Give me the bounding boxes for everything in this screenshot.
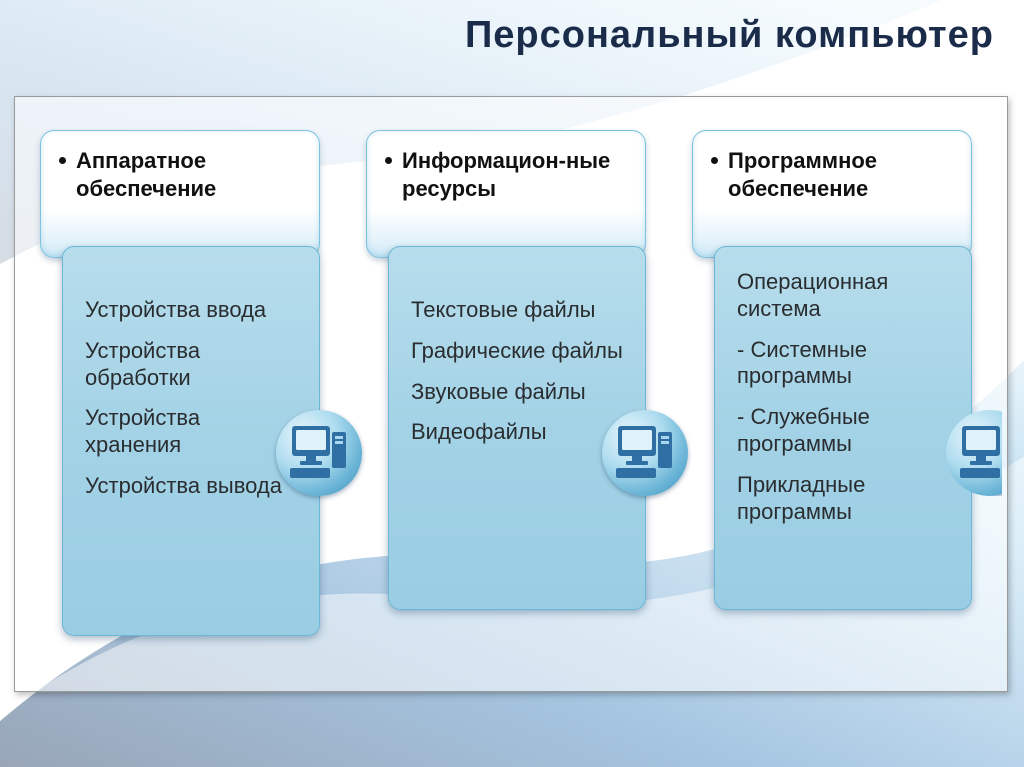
list-item: Устройства обработки bbox=[85, 338, 299, 392]
column-software: Программное обеспечение Операционная сис… bbox=[692, 130, 972, 258]
column-body-card: Операционная система - Системные програм… bbox=[714, 246, 972, 610]
columns-container: Аппаратное обеспечение Устройства ввода … bbox=[40, 130, 1000, 258]
list-item: Операционная система bbox=[737, 269, 951, 323]
column-heading: Программное обеспечение bbox=[728, 147, 953, 202]
column-hardware: Аппаратное обеспечение Устройства ввода … bbox=[40, 130, 320, 258]
list-item: Прикладные программы bbox=[737, 472, 951, 526]
list-item: Устройства хранения bbox=[85, 405, 299, 459]
bullet-icon bbox=[711, 157, 718, 164]
column-head-card: Информацион-ные ресурсы bbox=[366, 130, 646, 258]
list-item: Текстовые файлы bbox=[411, 297, 625, 324]
list-item: - Служебные программы bbox=[737, 404, 951, 458]
page-title: Персональный компьютер bbox=[465, 14, 994, 57]
column-heading: Информацион-ные ресурсы bbox=[402, 147, 627, 202]
column-head-card: Аппаратное обеспечение bbox=[40, 130, 320, 258]
column-resources: Информацион-ные ресурсы Текстовые файлы … bbox=[366, 130, 646, 258]
computer-icon bbox=[276, 410, 362, 496]
list-item: Устройства ввода bbox=[85, 297, 299, 324]
column-heading: Аппаратное обеспечение bbox=[76, 147, 301, 202]
list-item: Видеофайлы bbox=[411, 419, 625, 446]
bullet-icon bbox=[385, 157, 392, 164]
list-item: Устройства вывода bbox=[85, 473, 299, 500]
computer-icon bbox=[602, 410, 688, 496]
list-item: - Системные программы bbox=[737, 337, 951, 391]
list-item: Графические файлы bbox=[411, 338, 625, 365]
bullet-icon bbox=[59, 157, 66, 164]
column-head-card: Программное обеспечение bbox=[692, 130, 972, 258]
list-item: Звуковые файлы bbox=[411, 379, 625, 406]
